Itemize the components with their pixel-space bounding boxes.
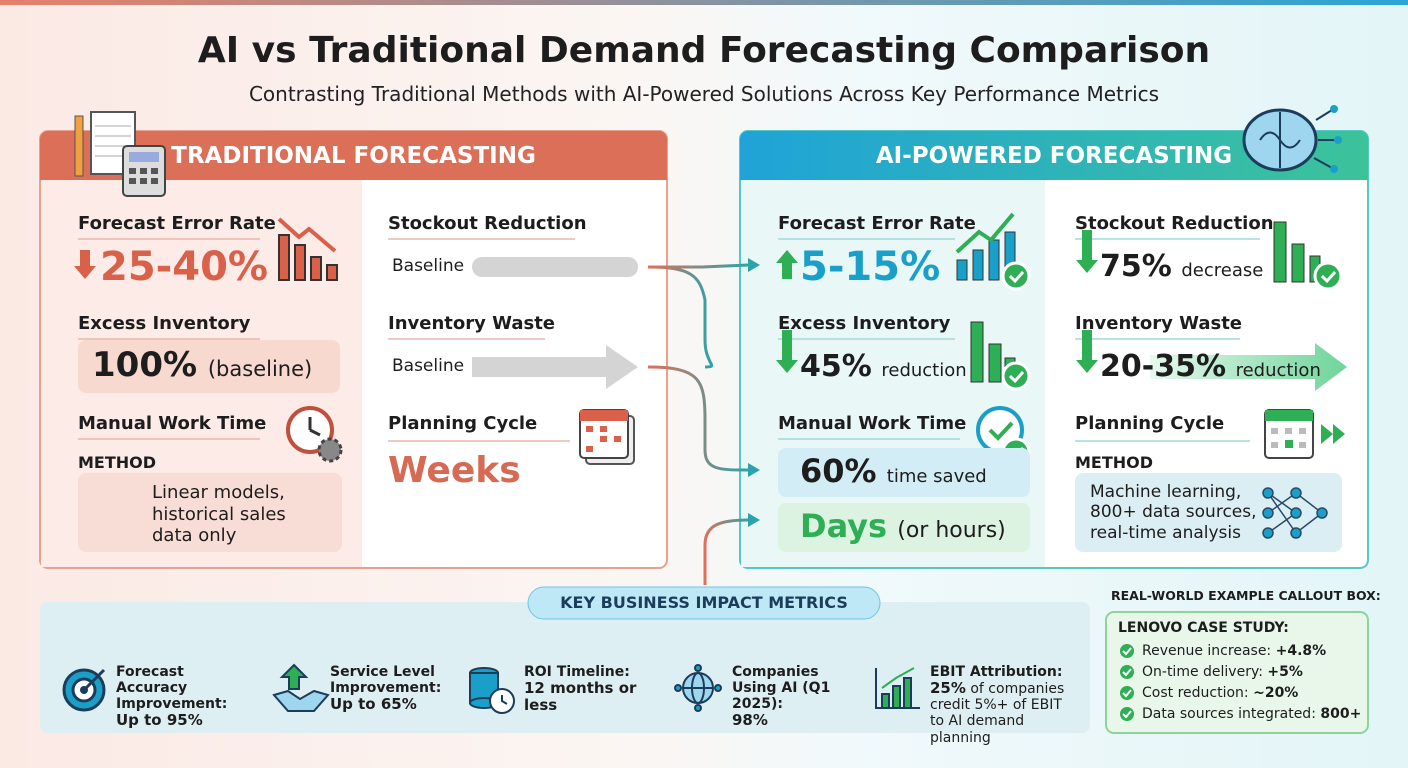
metric-label: Planning Cycle <box>388 413 538 434</box>
callout-value: 800+ <box>1320 706 1362 722</box>
metric-label: Inventory Waste <box>388 313 556 334</box>
note: (baseline) <box>207 357 313 381</box>
note: decrease <box>1181 260 1264 281</box>
value-box <box>778 448 1030 497</box>
impact-label: EBIT Attribution: <box>930 664 1063 680</box>
impact-item: ROI Timeline: 12 months or less <box>524 664 644 715</box>
metric-label: Inventory Waste <box>1075 313 1243 334</box>
metric-value: 20-35% reduction <box>1100 349 1321 385</box>
impact-label: Service Level Improvement: <box>330 664 442 697</box>
metric-label: Manual Work Time <box>778 413 967 434</box>
metric-label: Forecast Error Rate <box>78 213 276 234</box>
value: Days <box>800 507 888 545</box>
callout-value: +4.8% <box>1275 643 1327 659</box>
metric-value: Weeks <box>388 450 521 491</box>
metric-value: 45% reduction <box>800 349 967 385</box>
value: 20-35% <box>1100 349 1227 384</box>
callout-value: +5% <box>1267 664 1303 680</box>
note: reduction <box>1235 360 1321 381</box>
note: time saved <box>886 466 987 487</box>
callout-item: Revenue increase: +4.8% <box>1142 643 1326 659</box>
metric-value: 60% time saved <box>800 453 987 490</box>
subtitle: Contrasting Traditional Methods with AI-… <box>248 82 1160 106</box>
callout-label: On-time delivery: <box>1142 664 1263 680</box>
impact-label: ROI Timeline: <box>524 664 630 680</box>
metric-label: Planning Cycle <box>1075 413 1225 434</box>
callout-item: Data sources integrated: 800+ <box>1142 706 1361 722</box>
impact-item: Companies Using AI (Q1 2025): 98% <box>732 664 862 730</box>
method-label: METHOD <box>78 453 157 472</box>
metric-value: Days (or hours) <box>800 508 1006 545</box>
metric-label: Excess Inventory <box>778 313 951 334</box>
metric-label: Stockout Reduction <box>1075 213 1274 234</box>
metric-value: 100% (baseline) <box>92 345 313 385</box>
impact-item: Forecast Accuracy Improvement: Up to 95% <box>116 664 256 730</box>
callout-heading: REAL-WORLD EXAMPLE CALLOUT BOX: <box>1111 588 1381 603</box>
note: (or hours) <box>897 518 1006 543</box>
metric-value: 75% decrease <box>1100 249 1264 285</box>
metric-label: Forecast Error Rate <box>778 213 976 234</box>
metric-value: 5-15% <box>800 244 941 290</box>
metric-value: 25-40% <box>100 244 269 290</box>
impact-value: Up to 95% <box>116 711 203 730</box>
value-box <box>778 503 1030 552</box>
metric-label: Excess Inventory <box>78 313 251 334</box>
title: AI vs Traditional Demand Forecasting Com… <box>197 30 1211 71</box>
metric-value: Baseline <box>392 256 465 276</box>
impact-value: Up to 65% <box>330 695 417 714</box>
impact-value: 25% <box>930 679 966 698</box>
value: 100% <box>92 345 198 385</box>
callout-label: Revenue increase: <box>1142 643 1272 659</box>
value: 60% <box>800 452 877 490</box>
metric-label: Stockout Reduction <box>388 213 587 234</box>
callout-label: Cost reduction: <box>1142 685 1249 701</box>
callout-item: Cost reduction: ~20% <box>1142 685 1298 701</box>
impact-value: 12 months or less <box>524 679 637 715</box>
callout-item: On-time delivery: +5% <box>1142 664 1303 680</box>
callout-value: ~20% <box>1253 685 1299 701</box>
impact-label: Forecast Accuracy Improvement: <box>116 664 228 713</box>
value: 75% <box>1100 249 1172 284</box>
impact-value: 98% <box>732 711 768 730</box>
callout-title: LENOVO CASE STUDY: <box>1118 620 1289 636</box>
impact-title: KEY BUSINESS IMPACT METRICS <box>560 593 848 612</box>
impact-label: Companies Using AI (Q1 2025): <box>732 664 831 713</box>
impact-item: Service Level Improvement: Up to 65% <box>330 664 442 714</box>
panel-title: TRADITIONAL FORECASTING <box>171 143 536 169</box>
value: 45% <box>800 349 872 384</box>
method-text: Machine learning, 800+ data sources, rea… <box>1090 482 1257 543</box>
impact-item: EBIT Attribution: 25% of companies credit… <box>930 664 1080 746</box>
method-text: Linear models, historical sales data onl… <box>152 482 286 547</box>
value-box <box>78 340 340 393</box>
metric-value: Baseline <box>392 356 465 376</box>
callout-label: Data sources integrated: <box>1142 706 1316 722</box>
impact-note: of companies credit 5%+ of EBIT to AI de… <box>930 681 1065 746</box>
method-label: METHOD <box>1075 453 1154 472</box>
metric-label: Manual Work Time <box>78 413 267 434</box>
panel-title: AI-POWERED FORECASTING <box>875 143 1233 169</box>
note: reduction <box>881 360 967 381</box>
